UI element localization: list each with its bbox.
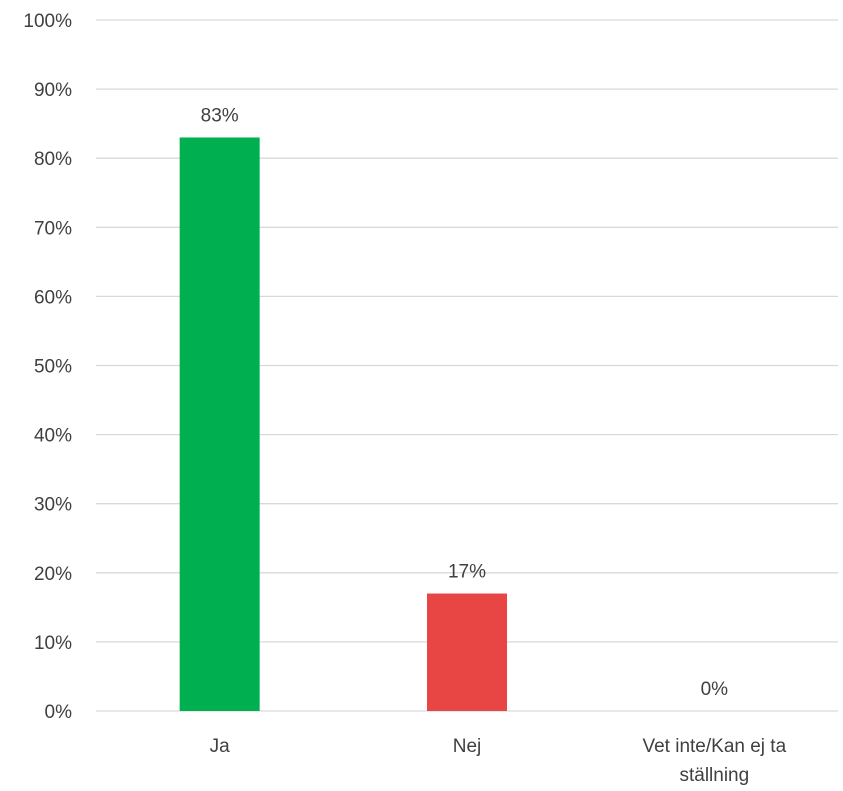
y-tick-label-90: 90% — [34, 80, 72, 101]
y-tick-label-80: 80% — [34, 149, 72, 170]
data-label-0: 83% — [201, 105, 239, 126]
category-label-0: Ja — [210, 736, 231, 757]
y-tick-label-20: 20% — [34, 564, 72, 585]
data-label-1: 17% — [448, 562, 486, 583]
y-tick-label-100: 100% — [23, 11, 72, 32]
y-tick-label-0: 0% — [45, 702, 73, 723]
bars — [179, 137, 507, 712]
category-label-2: Vet inte/Kan ej ta ställning — [642, 736, 786, 786]
category-label-1: Nej — [453, 736, 482, 757]
y-tick-label-10: 10% — [34, 633, 72, 654]
y-axis-tick-labels: 0% 10% 20% 30% 40% 50% 60% 70% 80% 90% 100% — [23, 11, 72, 723]
bar-0 — [179, 137, 260, 712]
y-tick-label-70: 70% — [34, 218, 72, 239]
y-tick-label-40: 40% — [34, 426, 72, 447]
x-axis-category-labels: Ja Nej Vet inte/Kan ej ta ställning — [210, 736, 787, 786]
bar-1 — [427, 593, 507, 711]
data-labels: 83% 17% 0% — [201, 105, 729, 700]
category-label-line: Vet inte/Kan ej ta — [642, 736, 786, 757]
category-label-line: Nej — [453, 736, 482, 757]
y-tick-label-30: 30% — [34, 495, 72, 516]
y-tick-label-60: 60% — [34, 287, 72, 308]
category-label-line: Ja — [210, 736, 231, 757]
data-label-2: 0% — [701, 679, 729, 700]
category-label-line: ställning — [679, 765, 749, 786]
y-tick-label-50: 50% — [34, 357, 72, 378]
